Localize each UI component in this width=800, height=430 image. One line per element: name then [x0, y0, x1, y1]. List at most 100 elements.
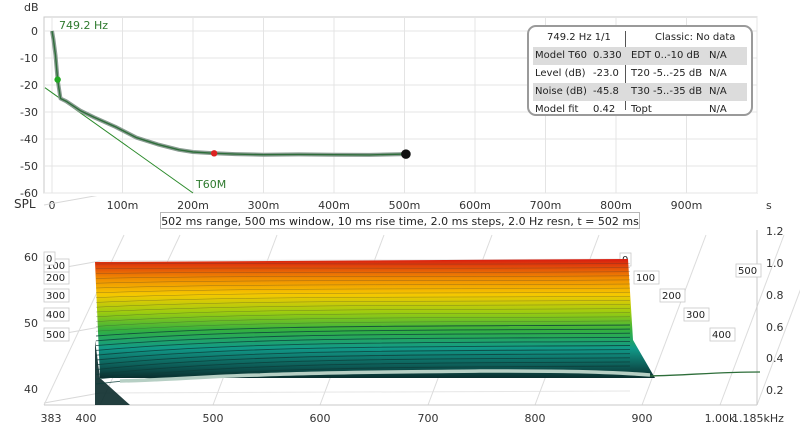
x-tick-label: 100m	[107, 199, 139, 212]
y-tick-labels: 0 -10 -20 -30 -40 -50 -60	[20, 25, 38, 200]
info-value: N/A	[709, 50, 727, 61]
grid	[44, 17, 758, 194]
x-tick-label: 400m	[318, 199, 350, 212]
depth-label: 200	[43, 270, 70, 285]
depth-label: 400	[43, 307, 70, 322]
depth-label: 100	[633, 270, 660, 285]
frequency-tick-label: 600	[310, 412, 331, 425]
svg-text:100: 100	[636, 273, 655, 284]
y-tick-label: -40	[20, 133, 38, 146]
x-axis-unit: s	[766, 199, 772, 212]
frequency-tick-label: 500	[203, 412, 224, 425]
svg-text:500: 500	[46, 330, 65, 341]
info-label: Model T60	[535, 50, 588, 61]
spl-tick-label: 50	[24, 317, 38, 330]
x-tick-label: 500m	[389, 199, 421, 212]
svg-text:400: 400	[46, 310, 65, 321]
x-tick-label: 300m	[248, 199, 280, 212]
info-value: 0.42	[593, 104, 616, 115]
t60-label: T60M	[195, 178, 226, 191]
svg-text:300: 300	[46, 291, 65, 302]
x-tick-label: 800m	[600, 199, 632, 212]
waterfall-surface	[95, 259, 655, 378]
spl-tick-label: 40	[24, 383, 38, 396]
info-header-left: 749.2 Hz 1/1	[547, 32, 611, 43]
end-marker[interactable]	[401, 149, 411, 159]
svg-text:300: 300	[686, 310, 705, 321]
time-tick-label: 0.2	[766, 384, 784, 397]
depth-label: 500	[735, 263, 762, 278]
info-label: T20 -5..-25 dB	[631, 68, 703, 79]
y-tick-label: -50	[20, 160, 38, 173]
depth-label: 500	[43, 327, 70, 342]
info-value: 0.330	[593, 50, 622, 61]
svg-text:200: 200	[662, 291, 681, 302]
waterfall-front-shadow	[95, 340, 130, 405]
time-tick-label: 0.6	[766, 321, 784, 334]
svg-text:400: 400	[712, 330, 731, 341]
spl-axis-label: SPL	[14, 197, 36, 211]
x-tick-label: 700m	[530, 199, 562, 212]
time-tick-label: 0.8	[766, 289, 784, 302]
frequency-tick-label: 400	[76, 412, 97, 425]
depth-label: 400	[709, 327, 736, 342]
svg-text:100: 100	[46, 261, 65, 272]
frequency-label: 749.2 Hz	[59, 19, 108, 32]
info-row: Noise (dB) -45.8 T30 -5..-35 dB N/A	[533, 83, 747, 101]
info-value: N/A	[709, 68, 727, 79]
info-row: Model T60 0.330 EDT 0..-10 dB N/A	[533, 47, 747, 65]
svg-text:500: 500	[738, 266, 757, 277]
time-tick-label: 0.4	[766, 352, 784, 365]
info-divider	[625, 31, 626, 110]
svg-text:200: 200	[46, 273, 65, 284]
x-tick-label: 900m	[671, 199, 703, 212]
x-tick-label: 0	[49, 199, 56, 212]
depth-label: 300	[43, 288, 70, 303]
frequency-tick-label: 383	[41, 412, 62, 425]
time-tick-label: 1.0	[766, 257, 784, 270]
noise-marker[interactable]	[210, 150, 218, 157]
info-label: Topt	[631, 104, 652, 115]
info-label: Noise (dB)	[535, 86, 587, 97]
time-tick-label: 1.2	[766, 225, 784, 238]
info-row: Level (dB) -23.0 T20 -5..-25 dB N/A	[533, 65, 747, 83]
frequency-tick-label: 700	[418, 412, 439, 425]
info-header-right: Classic: No data	[655, 32, 736, 43]
frequency-tick-label: 900	[632, 412, 653, 425]
depth-label: 0	[43, 251, 56, 266]
spl-tick-label: 70	[24, 196, 38, 198]
info-value: -23.0	[593, 68, 619, 79]
info-value: N/A	[709, 104, 727, 115]
y-tick-label: -30	[20, 106, 38, 119]
x-tick-label: 200m	[177, 199, 209, 212]
x-tick-labels: 0 100m 200m 300m 400m 500m 600m 700m 800m 900m	[49, 199, 703, 212]
info-label: Level (dB)	[535, 68, 586, 79]
waterfall-front-curve	[119, 369, 651, 383]
info-value: -45.8	[593, 86, 619, 97]
waterfall-tail-line	[649, 371, 761, 377]
waterfall-settings-banner: 502 ms range, 500 ms window, 10 ms rise …	[160, 212, 640, 229]
decay-info-panel: 749.2 Hz 1/1 Classic: No data Model T60 …	[527, 25, 753, 116]
info-header: 749.2 Hz 1/1 Classic: No data	[533, 29, 747, 47]
info-row: Model fit 0.42 Topt N/A	[533, 101, 747, 115]
time-tick-labels: 1.2 1.0 0.8 0.6 0.4 0.2	[766, 225, 784, 397]
y-axis-unit: dB	[24, 1, 39, 14]
info-label: EDT 0..-10 dB	[631, 50, 700, 61]
y-tick-label: -60	[20, 187, 38, 200]
frequency-tick-label: 800	[525, 412, 546, 425]
frequency-tick-label: 1.185kHz	[732, 412, 784, 425]
start-marker[interactable]	[54, 76, 61, 83]
spl-tick-label: 60	[24, 251, 38, 264]
waterfall-plot: SPL 908070605040 1.21.00.80.60.40.2 3834…	[14, 196, 800, 425]
y-tick-label: 0	[31, 25, 38, 38]
waterfall-contours	[95, 263, 631, 385]
x-tick-label: 600m	[459, 199, 491, 212]
frequency-tick-label: 1.00k	[705, 412, 736, 425]
svg-text:0: 0	[46, 254, 52, 265]
depth-label: 200	[659, 288, 686, 303]
info-label: T30 -5..-35 dB	[631, 86, 703, 97]
y-tick-label: -10	[20, 52, 38, 65]
